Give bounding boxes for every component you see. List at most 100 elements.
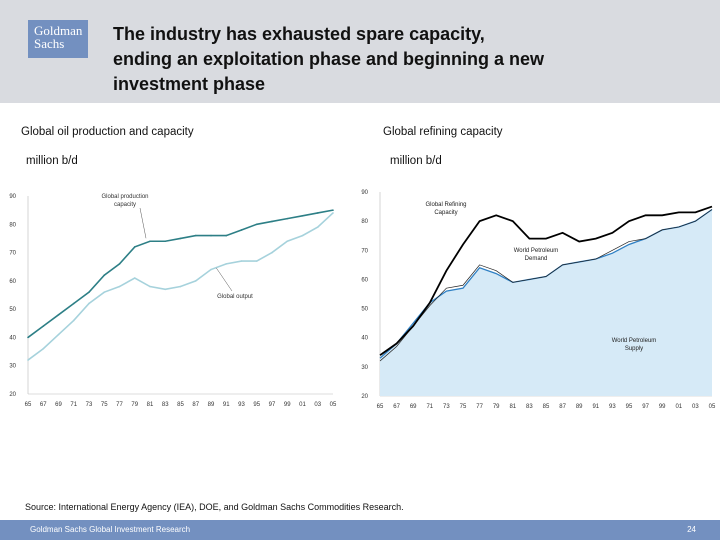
right-chart-unit: million b/d xyxy=(390,155,442,167)
x-tick-label: 85 xyxy=(177,402,184,408)
data-point-global-output xyxy=(179,285,182,288)
x-tick-label: 81 xyxy=(147,402,154,408)
data-point-global-output xyxy=(88,302,90,305)
annotation-line: capacity xyxy=(114,202,136,208)
data-point-global-output xyxy=(210,268,212,271)
data-point-global-output xyxy=(194,280,197,282)
data-point-production-capacity xyxy=(72,302,75,305)
header-band: Goldman Sachs The industry has exhausted… xyxy=(0,0,720,103)
data-point-production-capacity xyxy=(225,234,228,237)
x-tick-label: 91 xyxy=(223,402,230,408)
annotation-line: Global production xyxy=(101,194,148,200)
source-note: Source: International Energy Agency (IEA… xyxy=(25,502,404,512)
data-point-production-capacity xyxy=(301,215,304,217)
series-line-world-demand xyxy=(379,209,713,362)
y-tick-label: 50 xyxy=(361,307,368,313)
data-point-production-capacity xyxy=(149,240,151,243)
x-tick-label: 77 xyxy=(476,404,483,410)
x-tick-label: 71 xyxy=(70,402,77,408)
series-line-refining-capacity xyxy=(379,205,713,356)
x-tick-label: 81 xyxy=(509,404,516,410)
footer-org: Goldman Sachs Global Investment Research xyxy=(30,525,191,534)
x-tick-label: 05 xyxy=(330,402,337,408)
title-line-3: investment phase xyxy=(113,74,266,94)
data-point-global-output xyxy=(27,359,29,361)
x-tick-label: 83 xyxy=(162,402,169,408)
x-tick-label: 75 xyxy=(101,402,108,408)
logo-line-1: Goldman xyxy=(34,23,83,38)
x-tick-label: 91 xyxy=(592,404,599,410)
x-tick-label: 77 xyxy=(116,402,123,408)
data-point-production-capacity xyxy=(255,223,258,226)
data-point-global-output xyxy=(271,251,273,254)
data-point-global-output xyxy=(301,234,304,237)
annotation-world-supply: World Petroleum Supply xyxy=(612,338,657,352)
logo-line-2: Sachs xyxy=(34,36,65,51)
data-point-global-output xyxy=(57,333,60,336)
annotation-refining-capacity: Global Refining Capacity xyxy=(425,202,466,216)
x-tick-label: 79 xyxy=(493,404,500,410)
left-chart: 20 30 40 50 60 70 80 90 65 67 69 71 73 75 77 79 81 83 85 87… xyxy=(9,194,337,408)
data-point-production-capacity xyxy=(240,229,243,231)
x-tick-label: 67 xyxy=(393,404,400,410)
x-tick-label: 69 xyxy=(410,404,417,410)
annotation-world-demand: World Petroleum Demand xyxy=(514,248,559,262)
y-tick-label: 30 xyxy=(9,364,16,370)
title-line-1: The industry has exhausted spare capacit… xyxy=(113,24,485,44)
data-point-global-output xyxy=(316,226,319,228)
data-point-global-output xyxy=(255,260,258,262)
page-title: The industry has exhausted spare capacit… xyxy=(113,22,703,97)
annotation-line: World Petroleum xyxy=(612,338,657,344)
x-tick-label: 73 xyxy=(86,402,93,408)
x-tick-label: 75 xyxy=(460,404,467,410)
y-tick-label: 90 xyxy=(361,190,368,196)
data-point-production-capacity xyxy=(42,325,45,327)
x-tick-label: 93 xyxy=(609,404,616,410)
x-tick-label: 95 xyxy=(253,402,260,408)
y-tick-label: 20 xyxy=(361,394,368,400)
x-tick-label: 01 xyxy=(675,404,682,410)
x-tick-label: 05 xyxy=(709,404,716,410)
data-point-global-output xyxy=(118,285,121,288)
y-tick-label: 40 xyxy=(361,336,368,342)
data-point-global-output xyxy=(332,212,334,214)
x-tick-label: 89 xyxy=(576,404,583,410)
data-point-global-output xyxy=(240,260,243,262)
right-chart-heading: Global refining capacity xyxy=(383,126,503,138)
y-tick-label: 40 xyxy=(9,335,16,341)
y-tick-label: 70 xyxy=(9,251,16,257)
data-point-production-capacity xyxy=(57,314,60,316)
data-point-global-output xyxy=(42,347,45,350)
x-tick-label: 99 xyxy=(659,404,666,410)
annotation-production-capacity: Global production capacity xyxy=(101,194,148,208)
annotation-leader xyxy=(216,267,233,292)
y-tick-label: 30 xyxy=(361,365,368,371)
annotation-global-output: Global output xyxy=(217,294,253,300)
data-point-production-capacity xyxy=(88,291,90,293)
data-point-production-capacity xyxy=(210,234,212,237)
series-area-world-supply xyxy=(380,209,712,396)
x-tick-label: 65 xyxy=(377,404,384,410)
x-tick-label: 83 xyxy=(526,404,533,410)
x-tick-label: 95 xyxy=(626,404,633,410)
y-tick-label: 80 xyxy=(361,219,368,225)
x-tick-label: 03 xyxy=(314,402,321,408)
footer-band: Goldman Sachs Global Investment Research… xyxy=(0,520,720,540)
data-point-production-capacity xyxy=(316,212,319,214)
data-point-global-output xyxy=(149,285,151,288)
y-tick-label: 60 xyxy=(9,279,16,285)
y-tick-label: 20 xyxy=(9,392,16,398)
data-point-production-capacity xyxy=(332,209,334,211)
data-point-production-capacity xyxy=(133,246,136,248)
x-tick-label: 93 xyxy=(238,402,245,408)
data-point-production-capacity xyxy=(194,234,197,237)
right-chart: 20 30 40 50 60 70 80 90 65 67 69 71 73 75 77 79 81 83 85 87… xyxy=(361,190,716,410)
x-tick-label: 99 xyxy=(284,402,291,408)
x-tick-label: 97 xyxy=(269,402,276,408)
x-tick-label: 85 xyxy=(543,404,550,410)
annotation-line: Demand xyxy=(525,256,548,262)
data-point-global-output xyxy=(225,263,228,265)
data-point-production-capacity xyxy=(27,336,29,339)
y-tick-label: 60 xyxy=(361,277,368,283)
